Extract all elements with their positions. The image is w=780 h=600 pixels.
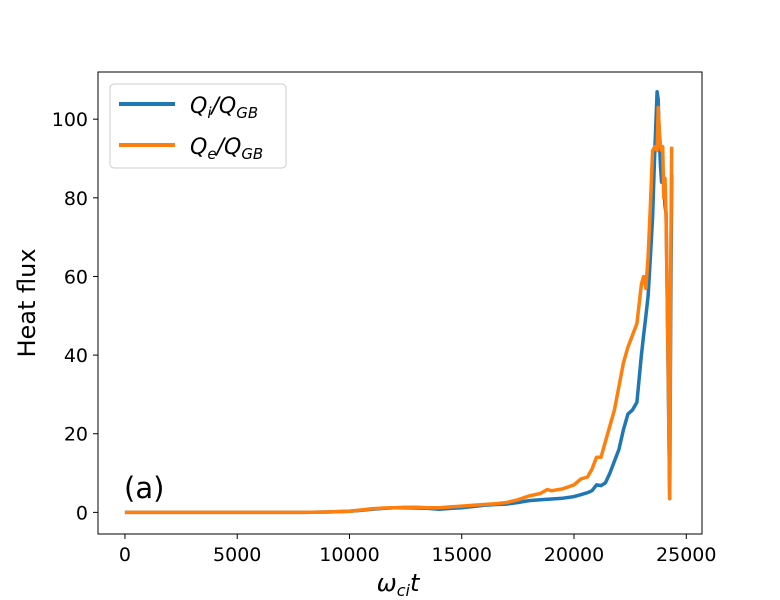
annotation-label: (a) [124,471,164,505]
x-tick-label: 25000 [656,544,716,566]
y-tick-label: 80 [64,188,88,210]
y-tick-label: 40 [64,345,88,367]
x-ticks: 0 5000 10000 15000 20000 25000 [119,534,717,566]
y-tick-label: 20 [64,424,88,446]
x-tick-label: 15000 [432,544,492,566]
y-axis-label: Heat flux [13,248,41,357]
legend: Qi/QGB Qe/QGB [109,83,287,169]
y-tick-label: 100 [52,109,88,131]
legend-label-qi: Qi/QGB [190,94,258,122]
axes-frame [97,71,703,535]
legend-label-qe: Qe/QGB [190,135,263,163]
y-ticks: 0 20 40 60 80 100 [52,109,98,524]
x-tick-label: 5000 [213,544,261,566]
y-tick-label: 60 [64,266,88,288]
x-axis-label: ωcit [377,569,421,600]
y-tick-label: 0 [76,502,88,524]
x-tick-label: 10000 [319,544,379,566]
x-tick-label: 20000 [544,544,604,566]
series-line-qe [124,105,674,515]
series-lines [124,89,674,515]
x-tick-label: 0 [119,544,131,566]
